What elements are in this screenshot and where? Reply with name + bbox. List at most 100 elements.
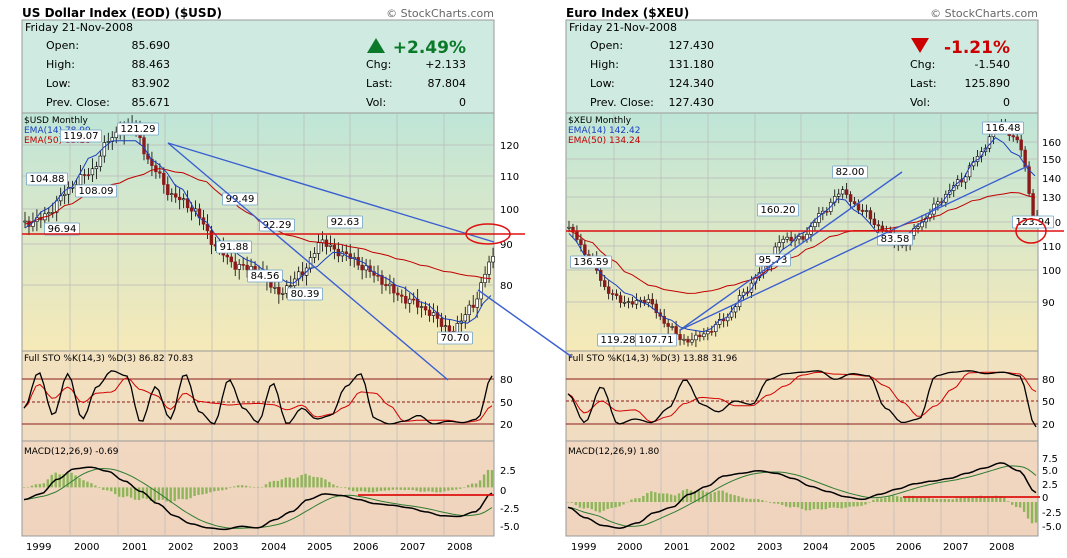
- macd-hist-bar: [165, 487, 168, 502]
- price-tick-label: 90: [500, 240, 513, 251]
- macd-hist-bar: [721, 490, 724, 503]
- macd-hist-bar: [137, 487, 141, 501]
- candle-up: [328, 244, 333, 247]
- macd-hist-bar: [46, 479, 49, 488]
- macd-hist-bar: [308, 475, 311, 488]
- macd-hist-bar: [911, 495, 915, 503]
- price-annotation: 119.28: [601, 335, 636, 346]
- candle-up: [646, 298, 651, 303]
- macd-hist-bar: [435, 487, 438, 493]
- macd-hist-bar: [713, 492, 716, 503]
- macd-tick-label: -5.0: [1042, 522, 1062, 533]
- percent-change: -1.21%: [944, 38, 1010, 58]
- x-axis-label: 2005: [850, 542, 875, 553]
- macd-hist-bar: [363, 487, 367, 492]
- macd-hist-bar: [351, 487, 355, 492]
- macd-hist-bar: [486, 469, 490, 488]
- prev-close-value: 127.430: [669, 96, 715, 109]
- price-annotation: 104.88: [30, 174, 65, 185]
- macd-hist-bar: [22, 487, 26, 488]
- x-axis-label: 1999: [26, 542, 51, 553]
- candle-up: [916, 226, 920, 229]
- candle-down: [142, 137, 146, 155]
- candle-up: [431, 312, 436, 316]
- macd-hist-bar: [292, 478, 295, 488]
- macd-hist-bar: [864, 502, 867, 505]
- macd-hist-bar: [586, 502, 590, 509]
- candle-up: [475, 298, 479, 308]
- macd-hist-bar: [482, 474, 486, 488]
- macd-hist-bar: [935, 499, 939, 503]
- candle-up: [98, 155, 103, 167]
- macd-hist-bar: [427, 487, 430, 492]
- price-annotation-box: [570, 255, 613, 269]
- candle-down: [241, 264, 245, 266]
- candle-down: [698, 334, 702, 338]
- price-annotation: 84.56: [251, 271, 280, 282]
- macd-hist-bar: [415, 487, 418, 491]
- macd-hist-bar: [661, 493, 665, 503]
- macd-hist-bar: [117, 487, 121, 497]
- macd-hist-bar: [50, 474, 53, 488]
- candle-down: [423, 306, 428, 311]
- macd-histogram: [22, 469, 494, 503]
- macd-hist-bar: [336, 486, 339, 488]
- macd-hist-bar: [1034, 502, 1038, 523]
- macd-hist-bar: [181, 487, 184, 500]
- macd-hist-bar: [828, 502, 831, 508]
- candle-up: [316, 242, 321, 254]
- macd-hist-bar: [574, 502, 578, 506]
- candle-up: [47, 212, 51, 215]
- candle-up: [777, 242, 781, 248]
- macd-hist-bar: [121, 487, 125, 498]
- macd-hist-bar: [94, 485, 97, 488]
- macd-hist-bar: [919, 497, 923, 503]
- macd-hist-bar: [312, 476, 315, 488]
- last-label: Last:: [366, 77, 393, 90]
- macd-tick-label: 2.5: [1042, 480, 1058, 491]
- x-axis-label: 2003: [213, 542, 238, 553]
- high-value: 88.463: [132, 58, 171, 71]
- macd-hist-bar: [173, 487, 176, 502]
- candle-down: [150, 158, 154, 166]
- price-annotation-box: [117, 122, 160, 136]
- candle-down: [447, 325, 452, 332]
- candle-up: [273, 286, 277, 289]
- macd-hist-bar: [106, 487, 109, 491]
- prev-close-value: 85.671: [132, 96, 171, 109]
- candle-down: [602, 280, 607, 288]
- price-tick-label: 130: [1042, 193, 1061, 204]
- candle-down: [599, 270, 603, 281]
- sto-tick-label: 50: [500, 398, 513, 409]
- macd-hist-bar: [403, 487, 406, 491]
- sto-k-line: [23, 370, 493, 425]
- macd-hist-bar: [979, 495, 982, 503]
- candle-down: [630, 301, 635, 305]
- candle-down: [614, 293, 619, 296]
- macd-hist-bar: [320, 477, 323, 488]
- macd-hist-bar: [784, 502, 788, 507]
- vol-value: 0: [459, 96, 466, 109]
- candle-down: [618, 295, 623, 303]
- macd-hist-bar: [161, 487, 165, 500]
- candle-down: [412, 298, 416, 301]
- candle-down: [872, 218, 877, 225]
- macd-hist-bar: [844, 502, 847, 508]
- macd-hist-bar: [618, 502, 621, 507]
- date-text: Friday 21-Nov-2008: [25, 21, 133, 34]
- macd-hist-bar: [983, 496, 986, 503]
- macd-hist-bar: [221, 487, 224, 491]
- macd-hist-bar: [939, 499, 943, 503]
- macd-tick-label: -5.0: [500, 522, 520, 533]
- price-tick-label: 140: [1042, 174, 1061, 185]
- macd-hist-bar: [62, 474, 65, 488]
- macd-hist-bar: [387, 487, 391, 491]
- macd-hist-bar: [66, 472, 69, 488]
- price-annotation-box: [982, 121, 1025, 135]
- candle-up: [864, 210, 869, 212]
- price-tick-label: 80: [500, 281, 513, 292]
- price-annotation: 136.59: [574, 257, 609, 268]
- price-annotation: 99.49: [226, 194, 255, 205]
- candle-up: [62, 193, 67, 196]
- macd-hist-bar: [792, 502, 796, 507]
